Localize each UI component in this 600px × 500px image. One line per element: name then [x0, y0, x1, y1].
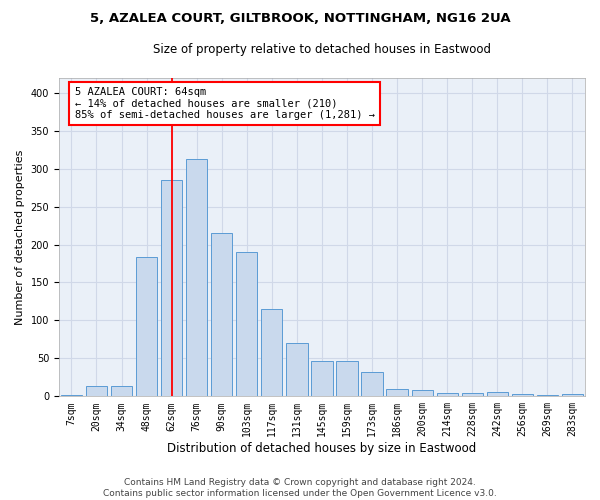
Bar	[211, 233, 232, 396]
Bar	[437, 392, 458, 396]
X-axis label: Distribution of detached houses by size in Eastwood: Distribution of detached houses by size …	[167, 442, 476, 455]
Text: Contains HM Land Registry data © Crown copyright and database right 2024.
Contai: Contains HM Land Registry data © Crown c…	[103, 478, 497, 498]
Bar	[61, 395, 82, 396]
Bar	[111, 386, 132, 396]
Text: 5, AZALEA COURT, GILTBROOK, NOTTINGHAM, NG16 2UA: 5, AZALEA COURT, GILTBROOK, NOTTINGHAM, …	[89, 12, 511, 26]
Bar	[311, 362, 332, 396]
Bar	[186, 158, 208, 396]
Bar	[337, 362, 358, 396]
Bar	[487, 392, 508, 396]
Bar	[461, 392, 483, 396]
Bar	[86, 386, 107, 396]
Y-axis label: Number of detached properties: Number of detached properties	[15, 149, 25, 324]
Bar	[361, 372, 383, 396]
Bar	[386, 388, 408, 396]
Text: 5 AZALEA COURT: 64sqm
← 14% of detached houses are smaller (210)
85% of semi-det: 5 AZALEA COURT: 64sqm ← 14% of detached …	[74, 87, 374, 120]
Bar	[537, 395, 558, 396]
Bar	[412, 390, 433, 396]
Bar	[161, 180, 182, 396]
Bar	[136, 258, 157, 396]
Bar	[512, 394, 533, 396]
Bar	[261, 309, 283, 396]
Title: Size of property relative to detached houses in Eastwood: Size of property relative to detached ho…	[153, 42, 491, 56]
Bar	[562, 394, 583, 396]
Bar	[236, 252, 257, 396]
Bar	[286, 343, 308, 396]
